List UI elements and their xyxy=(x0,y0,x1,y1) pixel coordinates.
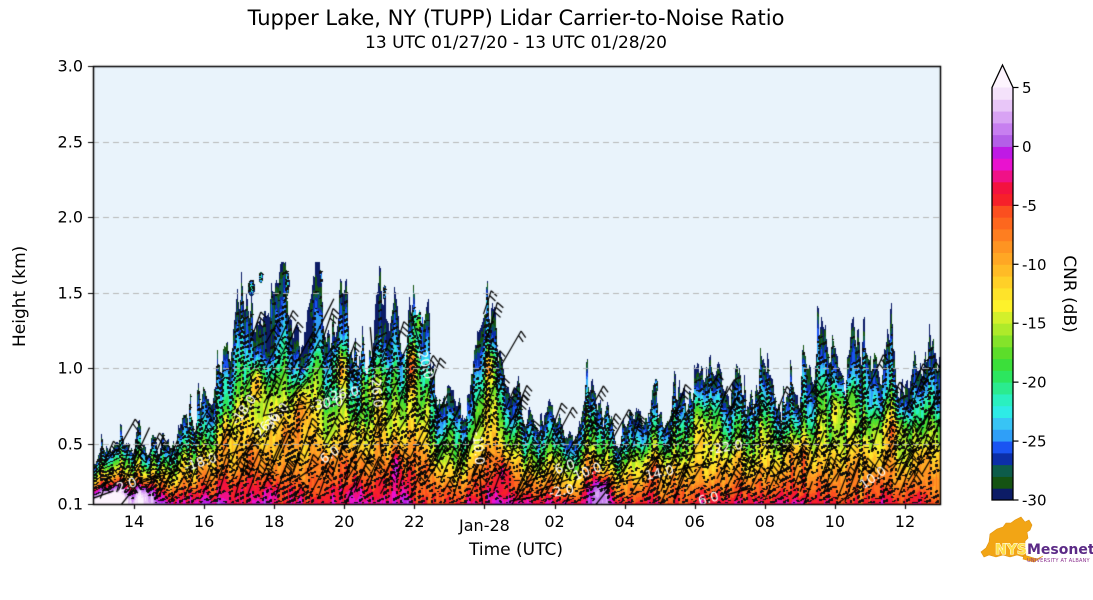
colorbar-segment xyxy=(992,87,1013,100)
colorbar-segment xyxy=(992,217,1013,230)
colorbar-segment xyxy=(992,346,1013,360)
colorbar: -30 -25 -20 -15 -10 -5 0 5 CNR (dB) xyxy=(991,63,1079,510)
x-tick-label: 12 xyxy=(894,512,916,531)
y-axis-label: Height (km) xyxy=(10,245,30,347)
logo-subtext: UNIVERSITY AT ALBANY xyxy=(1027,558,1091,564)
colorbar-segment xyxy=(992,405,1013,418)
colorbar-tick-label: -5 xyxy=(1022,197,1037,215)
chart-subtitle: 13 UTC 01/27/20 - 13 UTC 01/28/20 xyxy=(365,33,667,53)
colorbar-segment xyxy=(992,488,1013,501)
colorbar-segment xyxy=(992,299,1013,312)
nys-mesonet-logo: NYS Mesonet UNIVERSITY AT ALBANY xyxy=(980,516,1093,564)
x-tick-label: 20 xyxy=(334,512,355,531)
colorbar-segment xyxy=(992,122,1013,136)
x-axis-label: Time (UTC) xyxy=(469,540,563,560)
x-tick-label: 16 xyxy=(193,512,215,531)
colorbar-segment xyxy=(992,264,1013,277)
colorbar-segment xyxy=(992,252,1013,265)
colorbar-segment xyxy=(992,240,1013,253)
colorbar-segment xyxy=(992,99,1013,112)
colorbar-segment xyxy=(992,170,1013,183)
colorbar-segment xyxy=(992,311,1013,324)
y-tick-label: 0.5 xyxy=(57,434,83,454)
logo-name-text: Mesonet xyxy=(1027,542,1093,558)
ny-state-shape xyxy=(980,516,1033,558)
colorbar-segment xyxy=(992,323,1013,336)
colorbar-segment xyxy=(992,193,1013,206)
colorbar-segment xyxy=(992,146,1013,159)
colorbar-tick-label: -25 xyxy=(1022,433,1047,451)
colorbar-segment xyxy=(992,181,1013,195)
x-tick-label: 04 xyxy=(614,512,635,531)
colorbar-outline xyxy=(991,63,1014,501)
colorbar-segment xyxy=(992,393,1013,407)
colorbar-tick-label: -20 xyxy=(1022,374,1047,392)
colorbar-segment xyxy=(992,476,1013,489)
colorbar-segment xyxy=(992,429,1013,442)
x-tick-label: 14 xyxy=(123,512,145,531)
colorbar-over-arrow xyxy=(992,65,1013,88)
colorbar-segment xyxy=(992,441,1013,454)
x-tick-label: 18 xyxy=(263,512,285,531)
colorbar-segment xyxy=(992,335,1013,348)
y-tick-label: 1.5 xyxy=(57,283,83,303)
colorbar-segment xyxy=(992,370,1013,383)
colorbar-tick-label: -30 xyxy=(1022,492,1047,510)
colorbar-tick-label: 5 xyxy=(1022,79,1032,97)
x-tick-label: 22 xyxy=(404,512,425,531)
y-tick-label: 0.1 xyxy=(57,494,83,514)
ny-long-island-shape xyxy=(1022,554,1044,563)
y-tick-label: 2.0 xyxy=(57,207,83,227)
colorbar-tick-label: -15 xyxy=(1022,315,1047,333)
colorbar-segment xyxy=(992,464,1013,477)
y-tick-label: 2.5 xyxy=(57,132,83,152)
colorbar-label: CNR (dB) xyxy=(1059,255,1079,333)
colorbar-segment xyxy=(992,358,1013,371)
colorbar-tick-label: -10 xyxy=(1022,256,1047,274)
x-tick-label: 08 xyxy=(754,512,775,531)
colorbar-segment xyxy=(992,228,1013,242)
colorbar-segment xyxy=(992,205,1013,218)
logo-org-text: NYS xyxy=(995,542,1027,558)
colorbar-segment xyxy=(992,111,1013,124)
x-tick-label: 10 xyxy=(824,512,846,531)
chart-title: Tupper Lake, NY (TUPP) Lidar Carrier-to-… xyxy=(247,6,785,30)
colorbar-segment xyxy=(992,158,1013,171)
colorbar-segment xyxy=(992,287,1013,301)
colorbar-segment xyxy=(992,417,1013,430)
x-tick-label: 02 xyxy=(544,512,565,531)
colorbar-segment xyxy=(992,276,1013,289)
y-tick-label: 1.0 xyxy=(57,358,83,378)
x-tick-label: Jan-28 xyxy=(459,516,510,535)
x-tick-label: 06 xyxy=(684,512,705,531)
colorbar-segment xyxy=(992,452,1013,466)
y-tick-label: 3.0 xyxy=(57,56,83,76)
colorbar-segment xyxy=(992,382,1013,395)
colorbar-segment xyxy=(992,134,1013,147)
logo-text-bg xyxy=(1026,542,1093,556)
colorbar-tick-label: 0 xyxy=(1022,138,1032,156)
